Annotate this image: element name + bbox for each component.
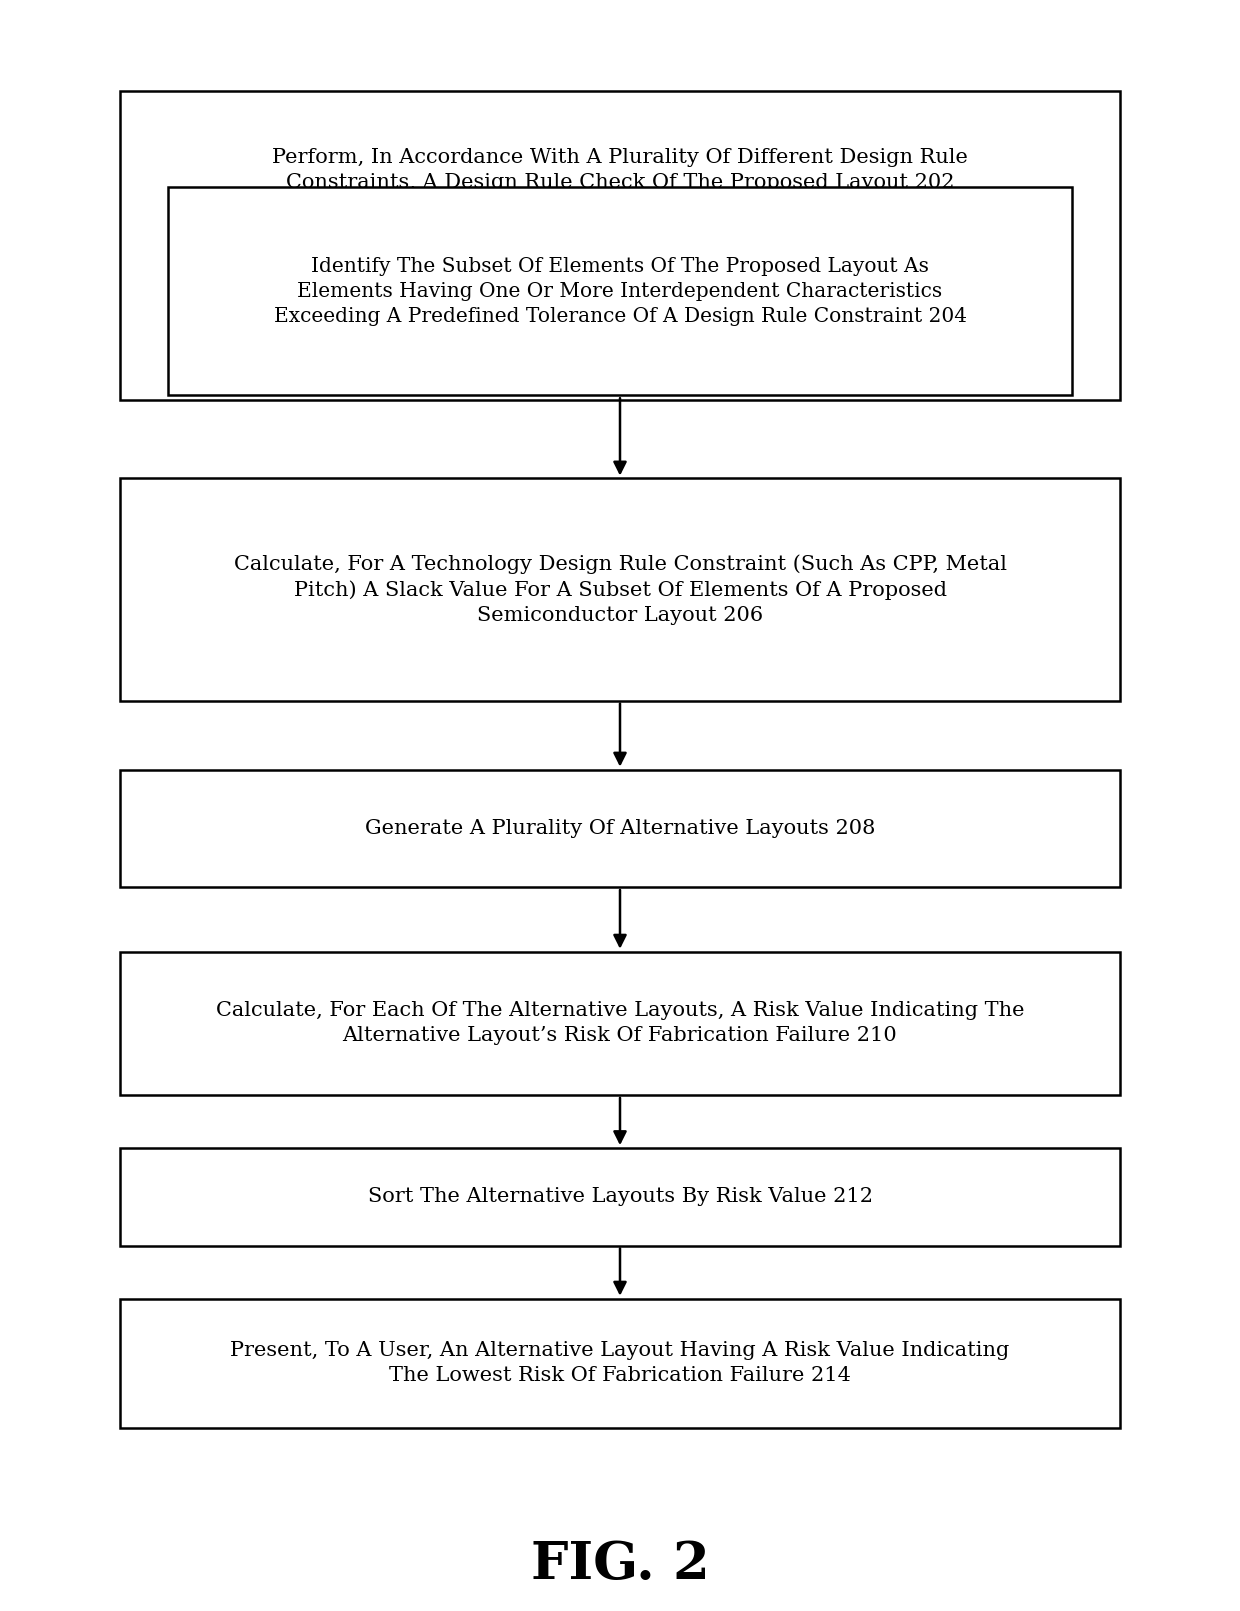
Text: Calculate, For Each Of The Alternative Layouts, A Risk Value Indicating The
Alte: Calculate, For Each Of The Alternative L… [216,1002,1024,1046]
Text: FIG. 2: FIG. 2 [531,1540,709,1590]
Text: Sort The Alternative Layouts By Risk Value 212: Sort The Alternative Layouts By Risk Val… [367,1187,873,1207]
FancyBboxPatch shape [120,952,1120,1095]
FancyBboxPatch shape [167,187,1073,395]
Text: Perform, In Accordance With A Plurality Of Different Design Rule
Constraints, A : Perform, In Accordance With A Plurality … [272,148,968,192]
FancyBboxPatch shape [120,478,1120,701]
Text: Calculate, For A Technology Design Rule Constraint (Such As CPP, Metal
Pitch) A : Calculate, For A Technology Design Rule … [233,554,1007,625]
FancyBboxPatch shape [120,770,1120,888]
Text: Generate A Plurality Of Alternative Layouts 208: Generate A Plurality Of Alternative Layo… [365,818,875,838]
FancyBboxPatch shape [120,92,1120,400]
Text: Identify The Subset Of Elements Of The Proposed Layout As
Elements Having One Or: Identify The Subset Of Elements Of The P… [274,256,966,325]
Text: Present, To A User, An Alternative Layout Having A Risk Value Indicating
The Low: Present, To A User, An Alternative Layou… [231,1340,1009,1385]
FancyBboxPatch shape [120,1298,1120,1427]
FancyBboxPatch shape [120,1149,1120,1245]
